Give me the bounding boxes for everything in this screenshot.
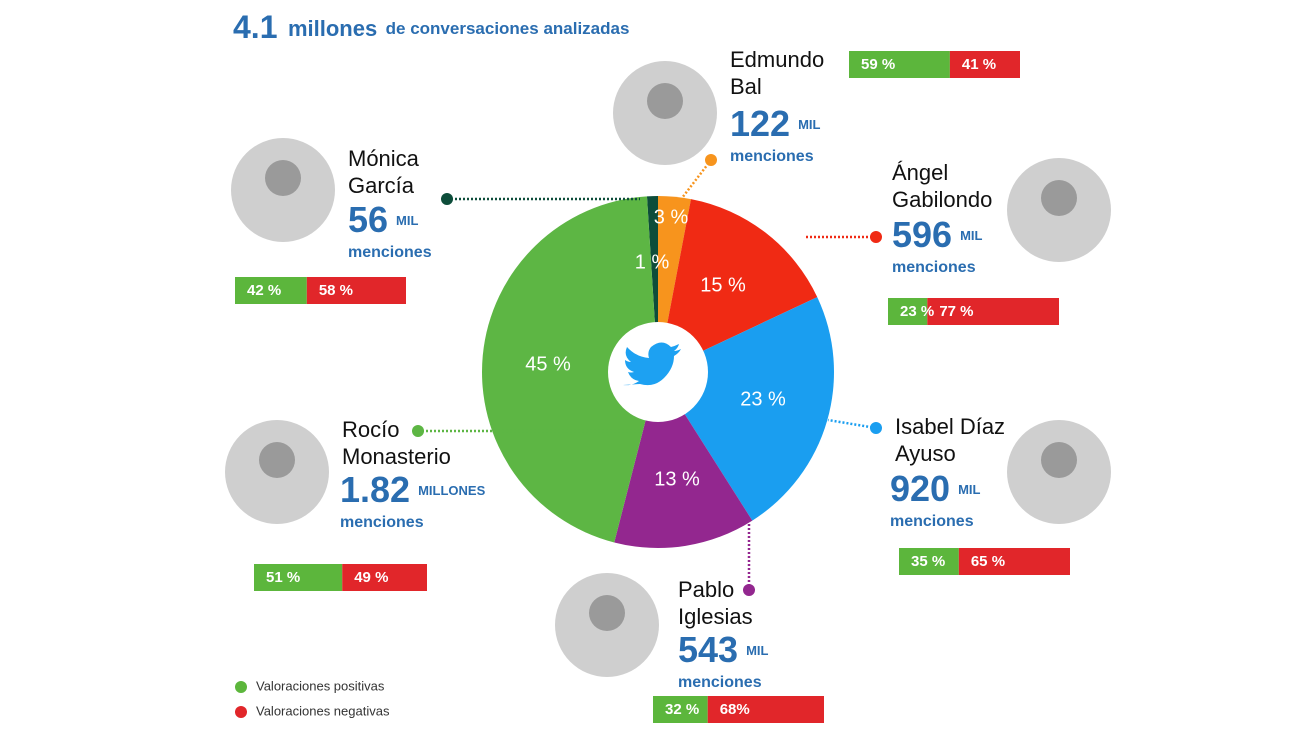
- candidate-name: Bal: [730, 74, 762, 99]
- negative-bar: [927, 298, 1059, 325]
- slice-label: 13 %: [654, 468, 700, 490]
- mentions: 543 MIL: [678, 629, 769, 670]
- mentions-unit: MIL: [798, 117, 820, 132]
- slice-label: 1 %: [635, 251, 670, 273]
- candidate-name: Isabel Díaz: [895, 414, 1005, 439]
- connector-dot: [412, 425, 424, 437]
- candidate-name: Mónica: [348, 146, 420, 171]
- slice-label: 45 %: [525, 353, 571, 375]
- negative-label: 65 %: [971, 553, 1005, 570]
- mentions-label: menciones: [340, 514, 424, 531]
- mentions-number: 596: [892, 214, 952, 255]
- title-text: de conversaciones analizadas: [386, 19, 630, 38]
- photo-head: [647, 83, 683, 119]
- mentions: 56 MIL: [348, 199, 418, 240]
- positive-label: 32 %: [665, 701, 699, 718]
- slice-label: 23 %: [740, 388, 786, 410]
- connector-dot: [870, 422, 882, 434]
- positive-label: 23 %: [900, 303, 934, 320]
- candidate-name: Iglesias: [678, 604, 753, 629]
- slice-label: 3 %: [654, 206, 689, 228]
- mentions: 920 MIL: [890, 468, 981, 509]
- positive-bar: [254, 564, 343, 591]
- mentions-unit: MIL: [960, 228, 982, 243]
- negative-bar: [342, 564, 427, 591]
- legend-label: Valoraciones negativas: [256, 703, 390, 718]
- mentions: 596 MIL: [892, 214, 983, 255]
- positive-bar: [849, 51, 950, 78]
- photo-head: [1041, 180, 1077, 216]
- negative-label: 49 %: [354, 569, 388, 586]
- positive-label: 42 %: [247, 282, 281, 299]
- legend-dot: [235, 681, 247, 693]
- negative-label: 68%: [720, 701, 750, 718]
- candidate-name: García: [348, 173, 415, 198]
- negative-label: 41 %: [962, 56, 996, 73]
- pie-slice: [482, 196, 658, 543]
- connector-dot: [743, 584, 755, 596]
- mentions-label: menciones: [730, 148, 814, 165]
- positive-bar: [653, 696, 708, 723]
- candidate-name: Ayuso: [895, 441, 956, 466]
- connector: [681, 159, 712, 199]
- positive-label: 51 %: [266, 569, 300, 586]
- positive-bar: [888, 298, 928, 325]
- candidate-name: Edmundo: [730, 47, 824, 72]
- negative-label: 58 %: [319, 282, 353, 299]
- mentions-number: 920: [890, 468, 950, 509]
- mentions-unit: MILLONES: [418, 483, 485, 498]
- mentions-label: menciones: [892, 259, 976, 276]
- candidate-name: Ángel: [892, 160, 948, 185]
- mentions-unit: MIL: [396, 213, 418, 228]
- connector-dot: [705, 154, 717, 166]
- legend-label: Valoraciones positivas: [256, 678, 385, 693]
- twitter-icon: [623, 342, 681, 386]
- photo-head: [259, 442, 295, 478]
- photo-head: [265, 160, 301, 196]
- mentions: 1.82 MILLONES: [340, 469, 486, 510]
- negative-bar: [707, 696, 824, 723]
- mentions: 122 MIL: [730, 103, 821, 144]
- negative-label: 77 %: [939, 303, 973, 320]
- negative-bar: [306, 277, 406, 304]
- chart-title: 4.1 millones de conversaciones analizada…: [233, 9, 629, 45]
- slice-label: 15 %: [700, 274, 746, 296]
- candidate-name: Pablo: [678, 577, 734, 602]
- mentions-number: 543: [678, 629, 738, 670]
- legend-dot: [235, 706, 247, 718]
- photo-head: [1041, 442, 1077, 478]
- mentions-number: 56: [348, 199, 388, 240]
- candidate-name: Monasterio: [342, 444, 451, 469]
- negative-bar: [949, 51, 1020, 78]
- connector-dot: [441, 193, 453, 205]
- mentions-number: 122: [730, 103, 790, 144]
- candidate-name: Gabilondo: [892, 187, 992, 212]
- mentions-label: menciones: [890, 513, 974, 530]
- mentions-number: 1.82: [340, 469, 410, 510]
- positive-label: 59 %: [861, 56, 895, 73]
- mentions-unit: MIL: [958, 482, 980, 497]
- photo-head: [589, 595, 625, 631]
- mentions-unit: MIL: [746, 643, 768, 658]
- positive-bar: [235, 277, 307, 304]
- title-number: 4.1: [233, 9, 277, 45]
- connector-dot: [870, 231, 882, 243]
- title-unit: millones: [288, 16, 377, 41]
- pie-slice: [658, 199, 818, 372]
- negative-bar: [958, 548, 1070, 575]
- positive-bar: [899, 548, 959, 575]
- candidate-name: Rocío: [342, 417, 399, 442]
- pie: 1 % 3 % 15 % 23 % 13 % 45 %: [482, 196, 835, 549]
- positive-label: 35 %: [911, 553, 945, 570]
- mentions-label: menciones: [678, 674, 762, 691]
- connector: [827, 418, 877, 430]
- mentions-label: menciones: [348, 244, 432, 261]
